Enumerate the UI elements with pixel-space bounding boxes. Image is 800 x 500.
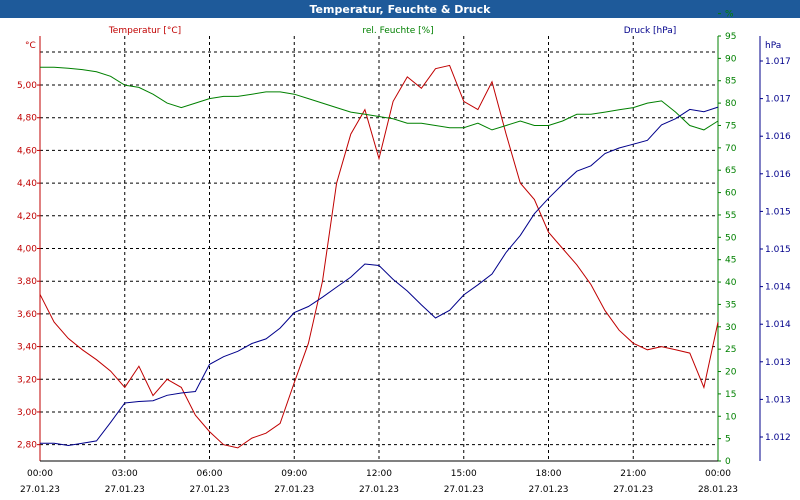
pressure-axis-label: Druck [hPa] xyxy=(624,26,677,36)
x-tick-label-date: 28.01.23 xyxy=(698,485,738,495)
x-tick-label-time: 18:00 xyxy=(536,469,562,479)
humidity-tick-label: 5 xyxy=(725,435,731,445)
x-tick-label-date: 27.01.23 xyxy=(189,485,229,495)
pressure-tick-label: 1.015 xyxy=(765,207,791,217)
grid xyxy=(39,36,719,461)
pressure-tick-label: 1.014 xyxy=(765,283,791,293)
humidity-tick-label: 50 xyxy=(725,233,737,243)
x-tick-label-time: 21:00 xyxy=(620,469,646,479)
x-tick-label-time: 00:00 xyxy=(705,469,731,479)
temperature-tick-label: 3,20 xyxy=(17,375,37,385)
pressure-tick-label: 1.017 xyxy=(765,95,791,105)
temperature-tick-label: 4,20 xyxy=(17,212,37,222)
temperature-tick-label: 5,00 xyxy=(17,81,37,91)
temperature-tick-label: 2,80 xyxy=(17,441,37,451)
pressure-tick-label: 1.012 xyxy=(765,433,791,443)
temperature-tick-label: 4,00 xyxy=(17,245,37,255)
humidity-tick-label: 75 xyxy=(725,121,736,131)
pressure-tick-label: 1.014 xyxy=(765,320,791,330)
temperature-tick-label: 4,60 xyxy=(17,146,37,156)
humidity-tick-label: 30 xyxy=(725,323,737,333)
tick-labels: °C Temperatur [°C] rel. Feuchte [%] Druck [… xyxy=(17,10,791,495)
humidity-tick-label: 90 xyxy=(725,54,737,64)
x-tick-label-date: 27.01.23 xyxy=(444,485,484,495)
humidity-tick-label: 55 xyxy=(725,211,736,221)
x-tick-label-date: 27.01.23 xyxy=(528,485,568,495)
series-line-pressure xyxy=(40,106,719,447)
x-tick-label-date: 27.01.23 xyxy=(105,485,145,495)
humidity-axis-label: rel. Feuchte [%] xyxy=(362,26,433,36)
x-tick-label-date: 27.01.23 xyxy=(20,485,60,495)
x-tick-label-date: 27.01.23 xyxy=(613,485,653,495)
humidity-tick-label: 15 xyxy=(725,390,736,400)
temperature-tick-label: 3,60 xyxy=(17,310,37,320)
temperature-tick-label: 3,40 xyxy=(17,343,37,353)
humidity-tick-label: 45 xyxy=(725,256,736,266)
pressure-tick-label: 1.016 xyxy=(765,170,791,180)
humidity-tick-label: 70 xyxy=(725,144,737,154)
axes xyxy=(37,13,763,462)
humidity-tick-label: % xyxy=(725,10,734,20)
x-tick-label-time: 15:00 xyxy=(451,469,477,479)
humidity-tick-label: 25 xyxy=(725,345,736,355)
humidity-tick-label: 65 xyxy=(725,166,736,176)
pressure-tick-label: 1.016 xyxy=(765,132,791,142)
humidity-tick-label: 10 xyxy=(725,412,737,422)
x-tick-label-time: 09:00 xyxy=(281,469,307,479)
chart-title: Temperatur, Feuchte & Druck xyxy=(0,0,800,18)
pressure-tick-label: 1.017 xyxy=(765,57,791,67)
humidity-tick-label: 80 xyxy=(725,99,737,109)
pressure-unit-label: hPa xyxy=(765,41,781,51)
temperature-axis-label: Temperatur [°C] xyxy=(108,26,181,36)
x-tick-label-time: 06:00 xyxy=(197,469,223,479)
series-line-temperature xyxy=(39,64,719,449)
x-tick-label-time: 00:00 xyxy=(27,469,53,479)
humidity-tick-label: 95 xyxy=(725,32,736,42)
x-tick-label-date: 27.01.23 xyxy=(274,485,314,495)
humidity-tick-label: 0 xyxy=(725,457,731,467)
x-tick-label-time: 12:00 xyxy=(366,469,392,479)
x-tick-label-time: 03:00 xyxy=(112,469,138,479)
temperature-unit-label: °C xyxy=(25,41,36,51)
temperature-tick-label: 3,80 xyxy=(17,277,37,287)
humidity-tick-label: 60 xyxy=(725,189,737,199)
humidity-tick-label: 85 xyxy=(725,77,736,87)
series-line-humidity xyxy=(40,66,719,131)
pressure-tick-label: 1.013 xyxy=(765,358,791,368)
temperature-tick-label: 4,80 xyxy=(17,114,37,124)
pressure-tick-label: 1.015 xyxy=(765,245,791,255)
x-tick-label-date: 27.01.23 xyxy=(359,485,399,495)
humidity-tick-label: 40 xyxy=(725,278,737,288)
series-lines xyxy=(39,64,719,449)
temperature-tick-label: 3,00 xyxy=(17,408,37,418)
humidity-tick-label: 20 xyxy=(725,368,737,378)
humidity-tick-label: 35 xyxy=(725,300,736,310)
pressure-tick-label: 1.013 xyxy=(765,395,791,405)
temperature-tick-label: 4,40 xyxy=(17,179,37,189)
